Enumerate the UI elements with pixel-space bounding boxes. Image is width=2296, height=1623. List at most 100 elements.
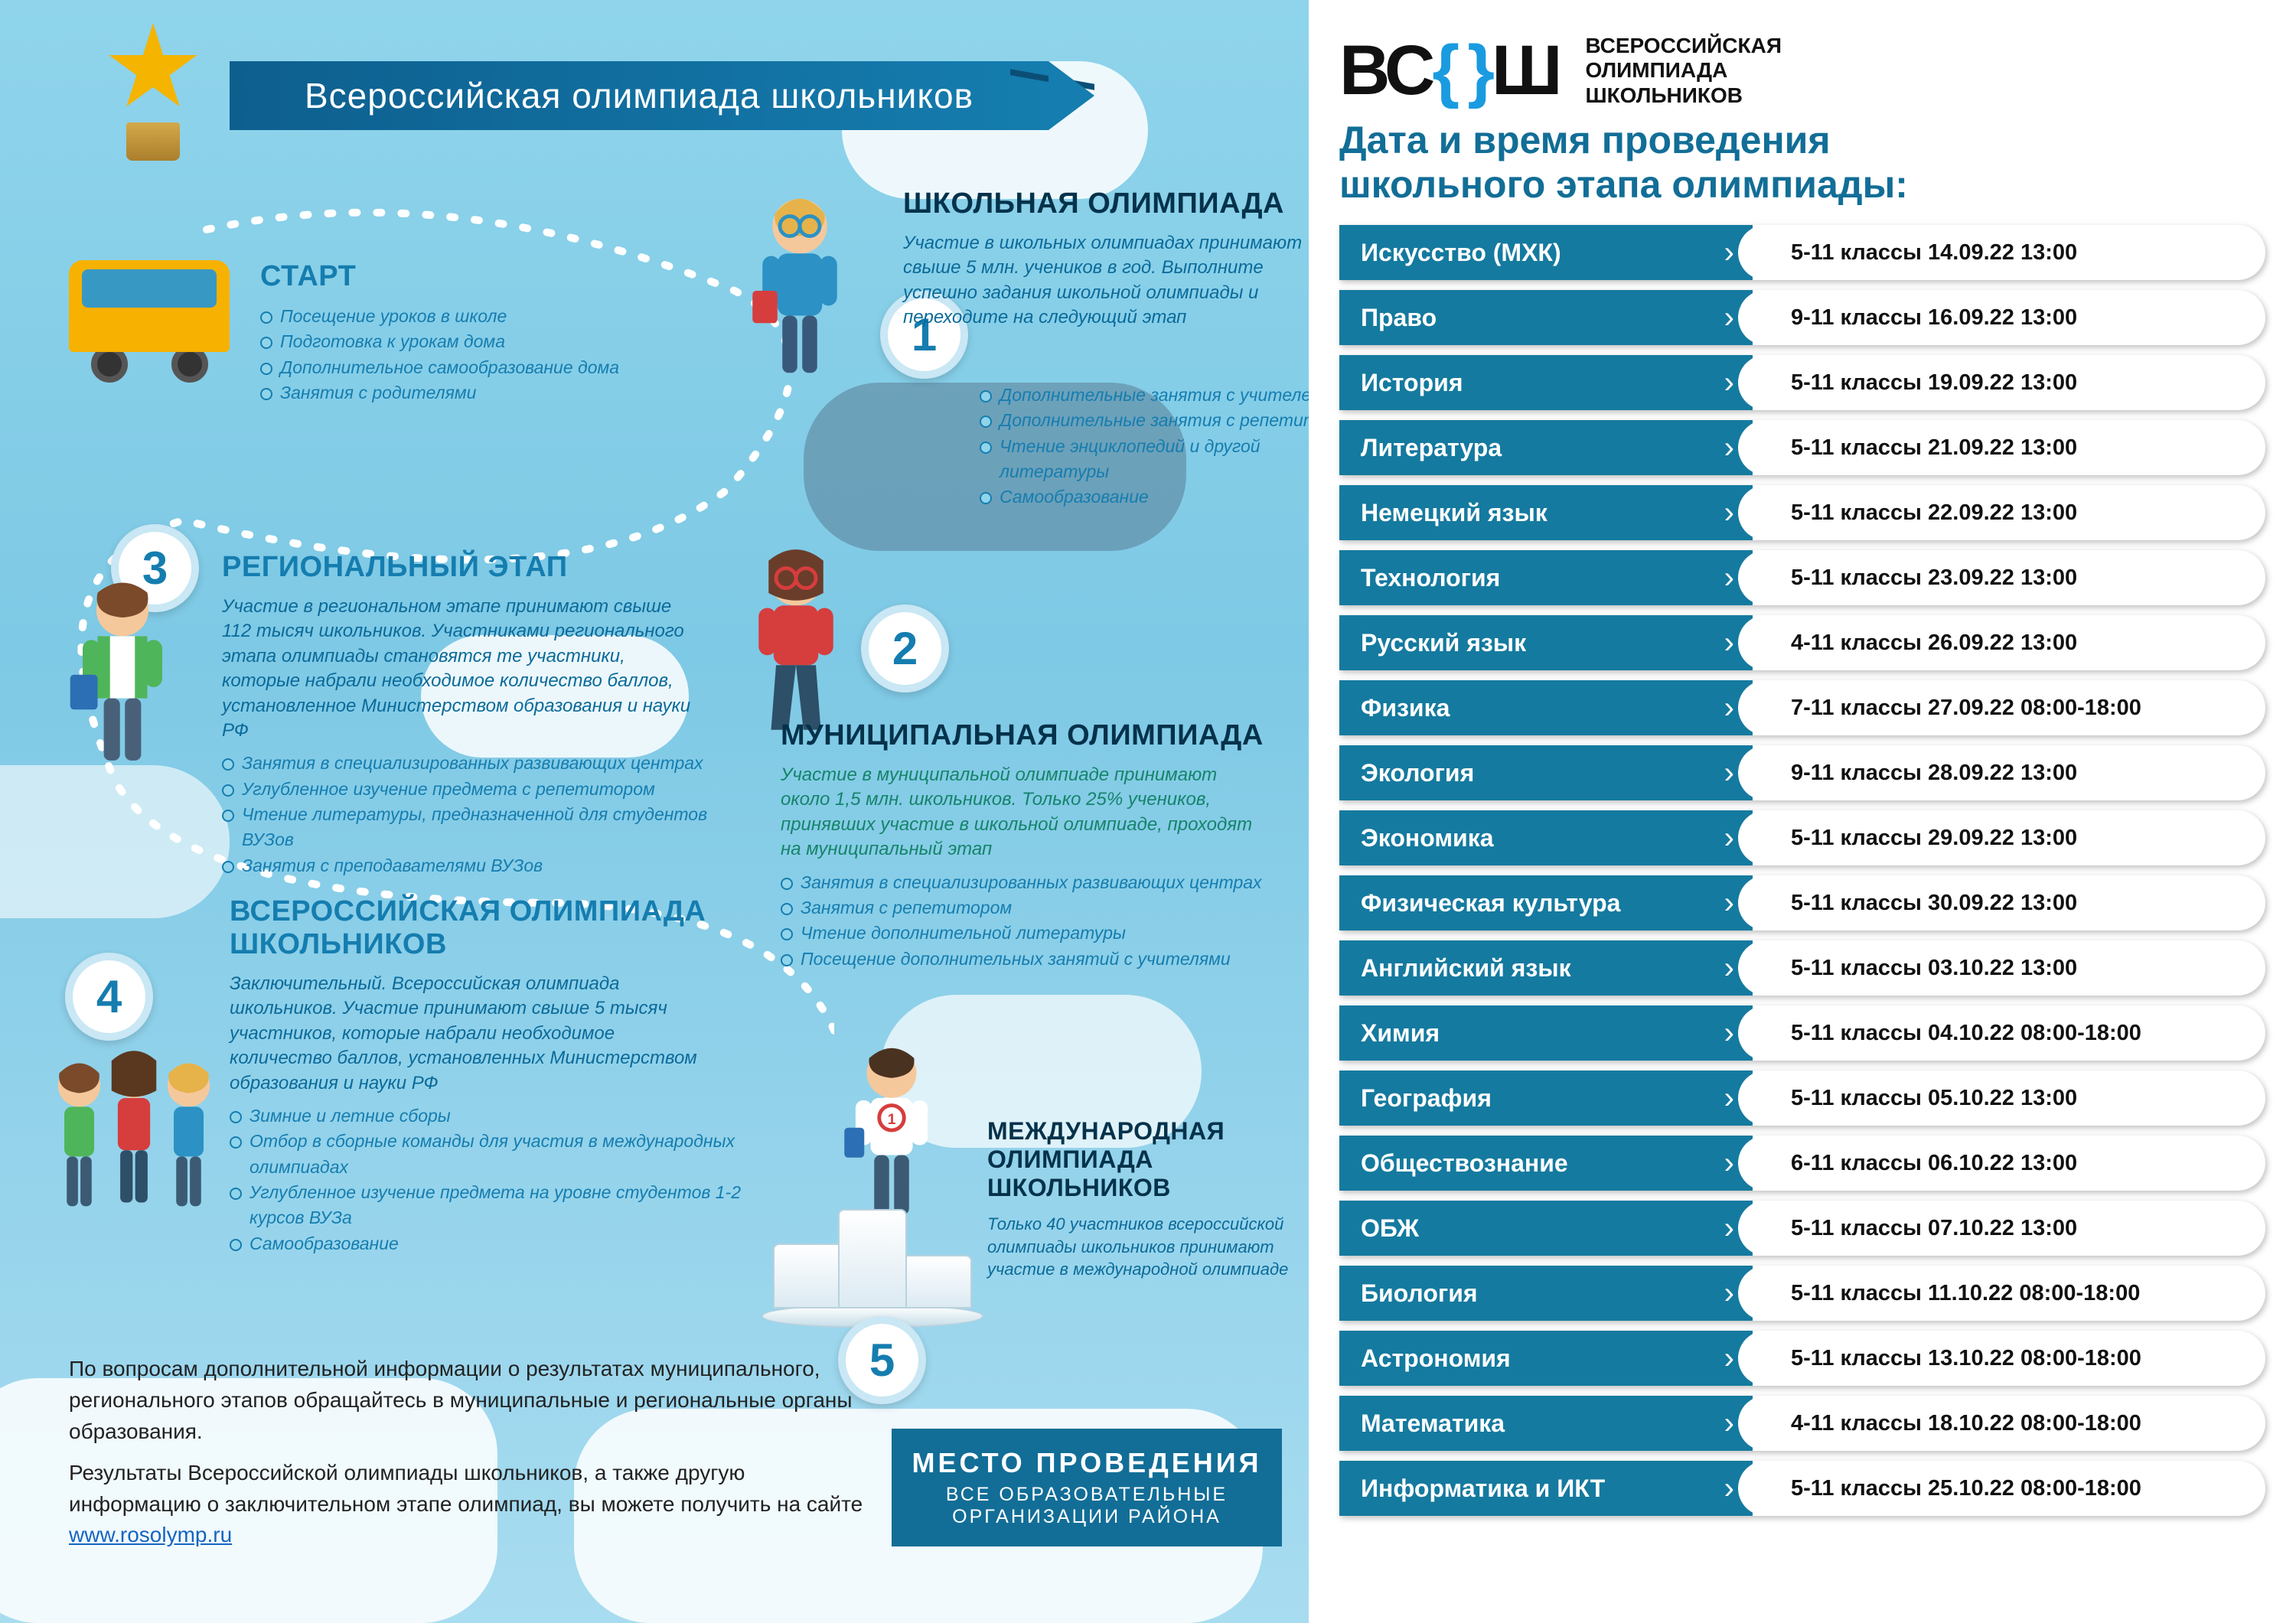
stage-3: РЕГИОНАЛЬНЫЙ ЭТАП Участие в региональном…	[222, 551, 727, 878]
schedule-subject: Немецкий язык›	[1339, 485, 1753, 540]
stage-number-4: 4	[65, 953, 153, 1041]
stage-start-bullets: Посещение уроков в школеПодготовка к уро…	[260, 304, 719, 406]
schedule-row[interactable]: Право›9-11 классы 16.09.22 13:00	[1339, 290, 2265, 345]
schedule-pane: ВС{}Ш ВСЕРОССИЙСКАЯ ОЛИМПИАДА ШКОЛЬНИКОВ…	[1309, 0, 2296, 1623]
subject-label: Биология	[1361, 1279, 1478, 1308]
schedule-info: 5-11 классы 04.10.22 08:00-18:00	[1753, 1005, 2265, 1061]
stage-1-desc: Участие в школьных олимпиадах принимают …	[903, 231, 1316, 331]
subject-label: Английский язык	[1361, 954, 1571, 983]
schedule-info: 7-11 классы 27.09.22 08:00-18:00	[1753, 680, 2265, 735]
schedule-row[interactable]: История›5-11 классы 19.09.22 13:00	[1339, 355, 2265, 410]
schedule-row[interactable]: Экономика›5-11 классы 29.09.22 13:00	[1339, 810, 2265, 865]
bullet-item: Посещение уроков в школе	[260, 304, 719, 329]
schedule-row[interactable]: Обществознание›6-11 классы 06.10.22 13:0…	[1339, 1136, 2265, 1191]
school-bus-icon	[69, 260, 230, 390]
schedule-subject: Английский язык ›	[1339, 940, 1753, 996]
infographic-pane: Всероссийская олимпиада школьников СТАРТ…	[0, 0, 1293, 1623]
schedule-row[interactable]: Русский язык›4-11 классы 26.09.22 13:00	[1339, 615, 2265, 670]
chevron-right-icon: ›	[1724, 302, 1734, 333]
schedule-subject: Обществознание›	[1339, 1136, 1753, 1191]
chevron-right-icon: ›	[1724, 888, 1734, 918]
subject-label: Право	[1361, 304, 1437, 332]
brand-subtitle: ВСЕРОССИЙСКАЯ ОЛИМПИАДА ШКОЛЬНИКОВ	[1585, 34, 1781, 108]
subject-label: Искусство (МХК)	[1361, 239, 1561, 267]
schedule-subject: Литература›	[1339, 420, 1753, 475]
bullet-item: Занятия с репетитором	[781, 895, 1286, 921]
schedule-row[interactable]: Биология › 5-11 классы 11.10.22 08:00-18:0…	[1339, 1266, 2265, 1321]
venue-title: МЕСТО ПРОВЕДЕНИЯ	[907, 1447, 1267, 1479]
brand-logo: ВС{}Ш	[1339, 31, 1559, 111]
subject-label: Информатика и ИКТ	[1361, 1475, 1605, 1503]
rosolymp-link[interactable]: www.rosolymp.ru	[69, 1523, 232, 1546]
schedule-subject: Технология›	[1339, 550, 1753, 605]
schedule-subject: Биология ›	[1339, 1266, 1753, 1321]
subject-label: Химия	[1361, 1019, 1440, 1048]
subject-label: Математика	[1361, 1410, 1505, 1438]
schedule-row[interactable]: Литература›5-11 классы 21.09.22 13:00	[1339, 420, 2265, 475]
schedule-row[interactable]: Искусство (МХК) › 5-11 классы 14.09.22 13:…	[1339, 225, 2265, 280]
bullet-item: Отбор в сборные команды для участия в ме…	[230, 1129, 765, 1180]
stage-4: ВСЕРОССИЙСКАЯ ОЛИМПИАДА ШКОЛЬНИКОВ Заклю…	[230, 895, 765, 1256]
bullet-item: Углубленное изучение предмета на уровне …	[230, 1180, 765, 1231]
student-character-2	[731, 543, 861, 742]
schedule-info: 9-11 классы 28.09.22 13:00	[1753, 745, 2265, 800]
stage-1-extra: Дополнительные занятия с учителемДополни…	[980, 383, 1362, 510]
schedule-info: 5-11 классы 14.09.22 13:00	[1753, 225, 2265, 280]
schedule-row[interactable]: Немецкий язык›5-11 классы 22.09.22 13:00	[1339, 485, 2265, 540]
schedule-subject: История›	[1339, 355, 1753, 410]
bullet-item: Углубленное изучение предмета с репетито…	[222, 777, 727, 802]
chevron-right-icon: ›	[1724, 1278, 1734, 1309]
schedule-info: 5-11 классы 03.10.22 13:00	[1753, 940, 2265, 996]
schedule-info: 5-11 классы 05.10.22 13:00	[1753, 1071, 2265, 1126]
schedule-row[interactable]: Математика›4-11 классы 18.10.22 08:00-18…	[1339, 1396, 2265, 1451]
chevron-right-icon: ›	[1724, 497, 1734, 528]
bullet-item: Дополнительные занятия с учителем	[980, 383, 1362, 408]
stage-5: МЕЖДУНАРОДНАЯ ОЛИМПИАДА ШКОЛЬНИКОВ Тольк…	[987, 1117, 1309, 1289]
bullet-item: Занятия в специализированных развивающих…	[781, 870, 1286, 895]
bullet-item: Посещение дополнительных занятий с учите…	[781, 947, 1286, 972]
schedule-row[interactable]: Астрономия›5-11 классы 13.10.22 08:00-18…	[1339, 1331, 2265, 1386]
bullet-item: Самообразование	[230, 1231, 765, 1256]
schedule-info: 5-11 классы 29.09.22 13:00	[1753, 810, 2265, 865]
schedule-row[interactable]: Технология›5-11 классы 23.09.22 13:00	[1339, 550, 2265, 605]
svg-text:1: 1	[888, 1111, 896, 1128]
bullet-item: Подготовка к урокам дома	[260, 329, 719, 354]
stage-1: ШКОЛЬНАЯ ОЛИМПИАДА Участие в школьных ол…	[903, 187, 1316, 338]
schedule-info: 5-11 классы 19.09.22 13:00	[1753, 355, 2265, 410]
schedule-row[interactable]: Английский язык › 5-11 классы 03.10.22 13:…	[1339, 940, 2265, 996]
schedule-subject: Астрономия›	[1339, 1331, 1753, 1386]
stage-5-desc: Только 40 участников всероссийской олимп…	[987, 1213, 1309, 1281]
venue-box: МЕСТО ПРОВЕДЕНИЯ ВСЕ ОБРАЗОВАТЕЛЬНЫЕ ОРГ…	[892, 1429, 1282, 1546]
schedule-subject: Физика›	[1339, 680, 1753, 735]
subject-label: ОБЖ	[1361, 1214, 1419, 1243]
schedule-row[interactable]: География›5-11 классы 05.10.22 13:00	[1339, 1071, 2265, 1126]
schedule-row[interactable]: Химия›5-11 классы 04.10.22 08:00-18:00	[1339, 1005, 2265, 1061]
chevron-right-icon: ›	[1724, 953, 1734, 983]
bullet-item: Занятия с преподавателями ВУЗов	[222, 853, 727, 878]
schedule-row[interactable]: Информатика и ИКТ›5-11 классы 25.10.22 0…	[1339, 1461, 2265, 1516]
schedule-row[interactable]: Экология›9-11 классы 28.09.22 13:00	[1339, 745, 2265, 800]
schedule-row[interactable]: Физическая культура›5-11 классы 30.09.22…	[1339, 875, 2265, 930]
schedule-subject: Право ›	[1339, 290, 1753, 345]
stage-1-bullets: Дополнительные занятия с учителемДополни…	[980, 383, 1362, 510]
schedule-subject: География›	[1339, 1071, 1753, 1126]
schedule-info: 6-11 классы 06.10.22 13:00	[1753, 1136, 2265, 1191]
schedule-info: 5-11 классы 21.09.22 13:00	[1753, 420, 2265, 475]
stage-2-bullets: Занятия в специализированных развивающих…	[781, 870, 1286, 972]
student-character-1	[735, 191, 865, 390]
schedule-row[interactable]: ОБЖ›5-11 классы 07.10.22 13:00	[1339, 1201, 2265, 1256]
schedule-subject: Русский язык›	[1339, 615, 1753, 670]
bullet-item: Дополнительное самообразование дома	[260, 355, 719, 380]
chevron-right-icon: ›	[1724, 758, 1734, 788]
stage-start-title: СТАРТ	[260, 260, 719, 293]
chevron-right-icon: ›	[1724, 1148, 1734, 1178]
bullet-item: Дополнительные занятия с репетитором	[980, 408, 1362, 433]
schedule-subject: Информатика и ИКТ›	[1339, 1461, 1753, 1516]
schedule-info: 5-11 классы 11.10.22 08:00-18:00	[1753, 1266, 2265, 1321]
chevron-right-icon: ›	[1724, 237, 1734, 268]
schedule-row[interactable]: Физика›7-11 классы 27.09.22 08:00-18:00	[1339, 680, 2265, 735]
subject-label: Экономика	[1361, 824, 1494, 852]
bullet-item: Самообразование	[980, 484, 1362, 510]
chevron-right-icon: ›	[1724, 432, 1734, 463]
schedule-list: Искусство (МХК) › 5-11 классы 14.09.22 13:…	[1339, 225, 2265, 1516]
